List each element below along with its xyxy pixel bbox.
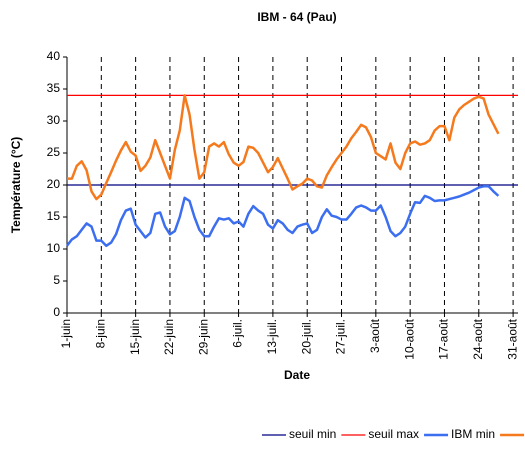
y-tick-label: 40	[47, 49, 61, 63]
y-tick-label: 15	[47, 209, 61, 223]
y-tick-label: 35	[47, 81, 61, 95]
x-tick-label: 3-août	[368, 318, 382, 353]
x-axis-label: Date	[284, 368, 310, 382]
y-tick-label: 20	[47, 177, 61, 191]
x-tick-label: 10-août	[402, 318, 416, 359]
y-tick-label: 0	[53, 305, 60, 319]
legend-label: IBM min	[451, 427, 495, 441]
x-tick-label: 13-juil.	[265, 319, 279, 354]
x-tick-label: 31-août	[505, 318, 519, 359]
line-series	[67, 94, 500, 201]
x-tick-label: 24-août	[471, 318, 485, 359]
x-tick-label: 1-juin	[59, 319, 73, 348]
legend-label: seuil max	[368, 427, 419, 441]
chart-title: IBM - 64 (Pau)	[257, 10, 336, 24]
line-series	[66, 185, 500, 248]
y-tick-label: 10	[47, 241, 61, 255]
y-tick-label: 30	[47, 113, 61, 127]
x-tick-label: 8-juin	[93, 319, 107, 348]
y-axis-label: Température (°C)	[9, 137, 23, 234]
x-tick-label: 6-juil.	[231, 319, 245, 348]
y-tick-label: 25	[47, 145, 61, 159]
legend-label: seuil min	[289, 427, 336, 441]
x-tick-label: 17-août	[437, 318, 451, 359]
x-tick-label: 29-juin	[196, 319, 210, 355]
y-tick-label: 5	[53, 273, 60, 287]
x-tick-label: 15-juin	[128, 319, 142, 355]
x-tick-label: 20-juil.	[299, 319, 313, 354]
x-tick-label: 27-juil.	[334, 319, 348, 354]
x-tick-label: 22-juin	[162, 319, 176, 355]
